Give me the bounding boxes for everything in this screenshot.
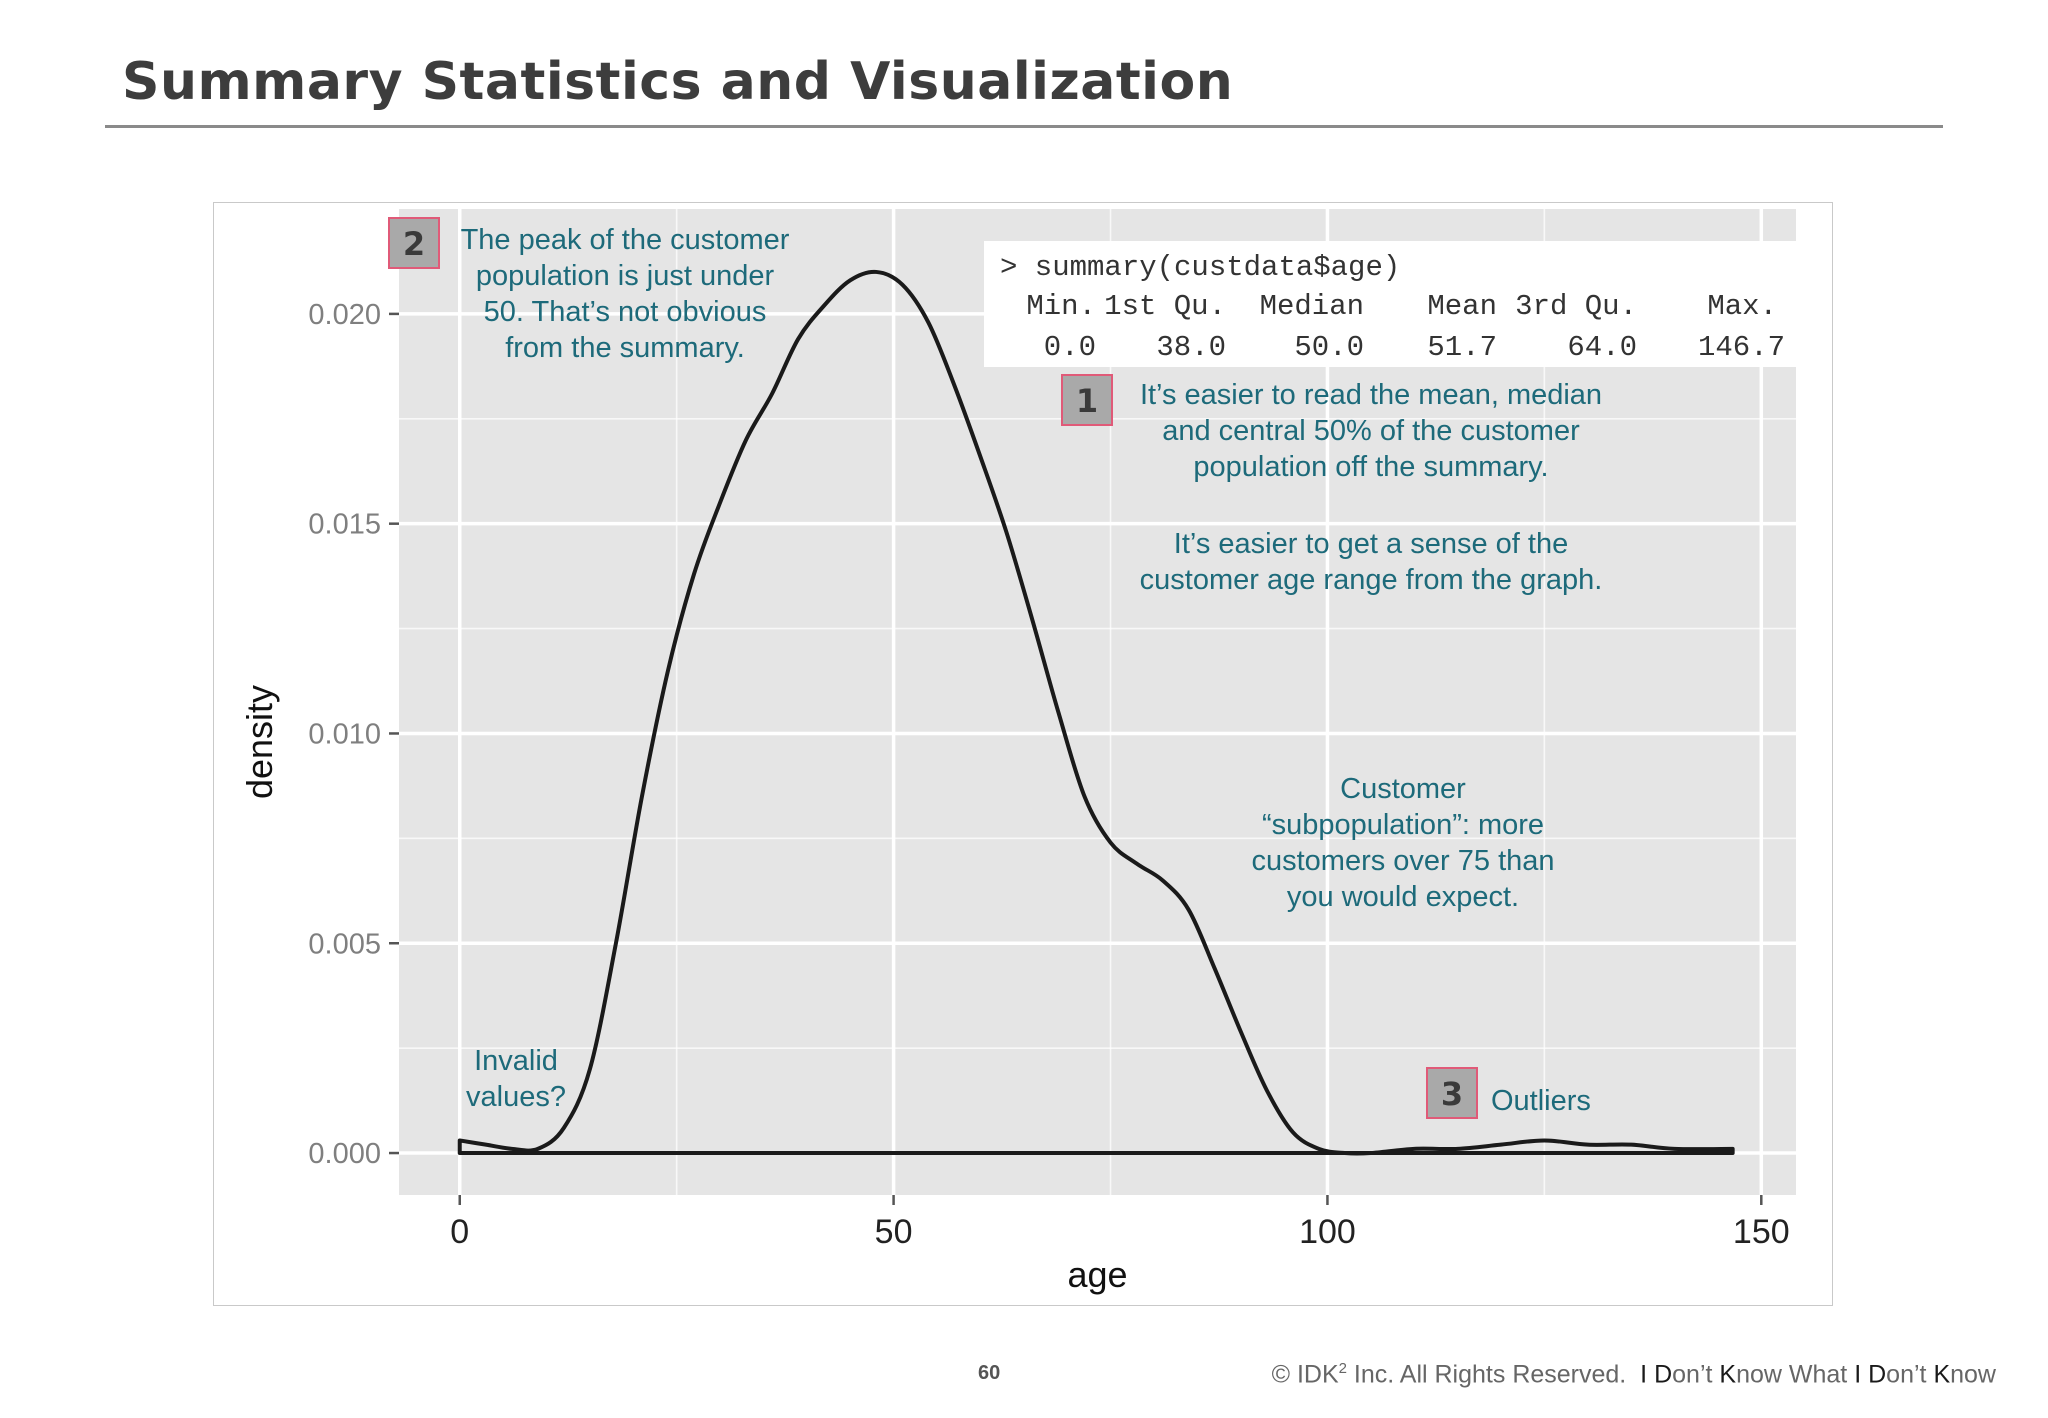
badge-1-box (1061, 374, 1113, 426)
tick-labels: 0.000 0.005 0.010 0.015 0.020 0 50 100 150 (308, 299, 1789, 1251)
badge-3-number: 3 (1441, 1075, 1463, 1113)
tagline-segment: K (1719, 1360, 1737, 1389)
summary-header: 1st Qu. (1104, 290, 1226, 323)
summary-header: 3rd Qu. (1515, 290, 1637, 323)
y-axis-title: density (239, 685, 280, 799)
summary-output-box: > summary(custdata$age) Min. 1st Qu. Media… (984, 241, 1796, 367)
copyright-rights: Inc. All Rights Reserved. (1346, 1360, 1627, 1389)
note1b-text: It’s easier to get a sense of the (1174, 528, 1568, 560)
badge-1-number: 1 (1076, 382, 1098, 420)
subpopulation-text: you would expect. (1287, 881, 1519, 913)
note2-text: from the summary. (505, 332, 745, 364)
subpopulation-text: “subpopulation”: more (1262, 809, 1544, 841)
y-tick-label: 0.010 (308, 718, 381, 750)
outliers-text: Outliers (1491, 1085, 1591, 1117)
summary-value: 38.0 (1156, 331, 1226, 364)
axis-ticks (389, 312, 1763, 1205)
y-tick-label: 0.015 (308, 509, 381, 541)
note2-text: population is just under (476, 260, 775, 292)
footer-copyright: © IDK2 Inc. All Rights Reserved. I Don’t… (1272, 1360, 1996, 1389)
summary-headers: Min. 1st Qu. Median Mean 3rd Qu. Max. (1026, 290, 1777, 323)
note1-text: population off the summary. (1193, 451, 1548, 483)
badge-3-box (1426, 1067, 1478, 1119)
note2-text: The peak of the customer (461, 224, 790, 256)
tagline-segment: I (1854, 1360, 1862, 1389)
summary-command: > summary(custdata$age) (1000, 251, 1400, 284)
y-tick-label: 0.020 (308, 299, 381, 331)
tagline-segment: now (1950, 1360, 1996, 1389)
chart-frame: 0.000 0.005 0.010 0.015 0.020 0 50 100 150 age d… (213, 202, 1833, 1306)
y-tick-label: 0.005 (308, 928, 381, 960)
title-divider (105, 125, 1943, 128)
tagline-segment: on’t (1672, 1360, 1720, 1389)
x-tick-label: 150 (1733, 1213, 1790, 1251)
x-tick-label: 100 (1299, 1213, 1356, 1251)
x-tick-label: 50 (875, 1213, 913, 1251)
footer-tagline: I Don’t Know What I Don’t Know (1640, 1360, 1996, 1388)
tagline-segment: I (1640, 1360, 1648, 1389)
annotations: 2 The peak of the customer population is j… (388, 217, 1603, 1119)
note1-text: and central 50% of the customer (1162, 415, 1580, 447)
y-tick-label: 0.000 (308, 1138, 381, 1170)
tagline-segment: D (1868, 1360, 1887, 1389)
summary-header: Mean (1427, 290, 1497, 323)
note1b-text: customer age range from the graph. (1140, 564, 1603, 596)
grid-minor (399, 209, 1796, 1195)
subpopulation-text: customers over 75 than (1251, 845, 1554, 877)
slide-title: Summary Statistics and Visualization (122, 52, 1234, 112)
summary-value: 50.0 (1294, 331, 1364, 364)
copyright-superscript: 2 (1338, 1360, 1347, 1377)
note2-text: 50. That’s not obvious (484, 296, 767, 328)
summary-value: 0.0 (1044, 331, 1096, 364)
badge-2-box (388, 217, 440, 269)
x-axis-title: age (1067, 1254, 1127, 1295)
tagline-segment: on’t (1886, 1360, 1934, 1389)
subpopulation-text: Customer (1340, 773, 1466, 805)
grid-major (399, 209, 1796, 1195)
summary-box-background (984, 241, 1796, 367)
x-tick-label: 0 (450, 1213, 469, 1251)
tagline-segment: D (1654, 1360, 1673, 1389)
summary-value: 146.7 (1698, 331, 1785, 364)
page-number: 60 (978, 1362, 1001, 1384)
copyright-text: © IDK (1271, 1360, 1339, 1389)
density-chart: 0.000 0.005 0.010 0.015 0.020 0 50 100 150 age d… (239, 209, 1796, 1295)
summary-header: Min. (1026, 290, 1096, 323)
tagline-segment: K (1933, 1360, 1951, 1389)
plot-panel (399, 209, 1796, 1195)
summary-values: 0.0 38.0 50.0 51.7 64.0 146.7 (1044, 331, 1785, 364)
invalid-values-text: Invalid (474, 1045, 558, 1077)
summary-value: 51.7 (1427, 331, 1497, 364)
badge-2-number: 2 (403, 225, 425, 263)
summary-header: Median (1260, 290, 1364, 323)
summary-header: Max. (1707, 290, 1777, 323)
invalid-values-text: values? (466, 1081, 566, 1113)
note1-text: It’s easier to read the mean, median (1140, 379, 1602, 411)
tagline-segment: now What (1736, 1360, 1855, 1389)
density-curve (457, 269, 1735, 1156)
summary-value: 64.0 (1567, 331, 1637, 364)
